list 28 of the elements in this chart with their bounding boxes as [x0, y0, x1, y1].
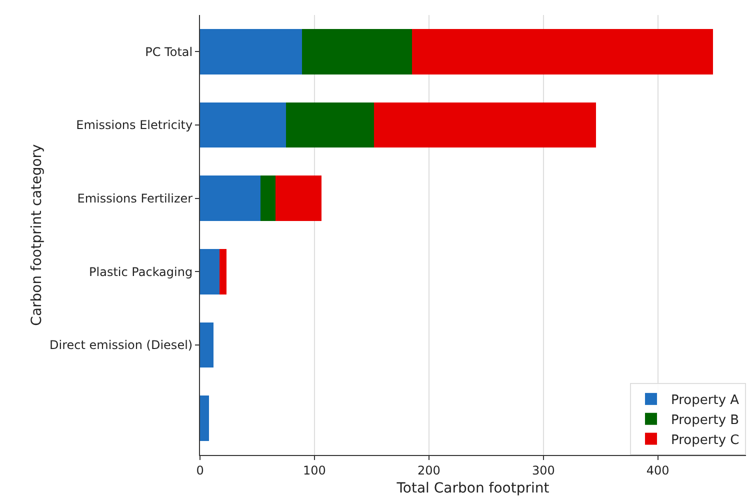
x-tick-label: 300	[532, 463, 555, 478]
legend-label: Property C	[671, 432, 740, 448]
y-tick-label: Plastic Packaging	[89, 264, 193, 279]
y-tick-label: Emissions Fertilizer	[77, 192, 193, 206]
bar	[200, 102, 286, 148]
bar	[374, 102, 596, 148]
y-axis-title: Carbon footprint category	[29, 144, 46, 326]
x-tick-label: 400	[646, 463, 670, 478]
x-tick-label: 100	[303, 463, 326, 478]
bar	[200, 28, 302, 74]
bar	[302, 28, 412, 74]
y-tick-label: PC Total	[145, 44, 193, 59]
x-axis-title: Total Carbon footprint	[396, 480, 550, 497]
bar	[412, 28, 713, 74]
bar	[200, 248, 220, 294]
bar	[219, 248, 226, 294]
y-tick-label: Emissions Eletricity	[76, 118, 193, 132]
legend-label: Property B	[671, 412, 740, 428]
bar	[200, 176, 261, 222]
bar	[260, 176, 276, 222]
x-tick-label: 0	[196, 463, 204, 478]
legend-label: Property A	[671, 393, 740, 408]
bar	[200, 396, 210, 442]
bar	[200, 322, 214, 368]
y-tick-label: Direct emission (Diesel)	[50, 338, 193, 352]
x-tick-label: 200	[417, 463, 440, 478]
bar	[286, 102, 374, 148]
bar	[276, 176, 322, 222]
